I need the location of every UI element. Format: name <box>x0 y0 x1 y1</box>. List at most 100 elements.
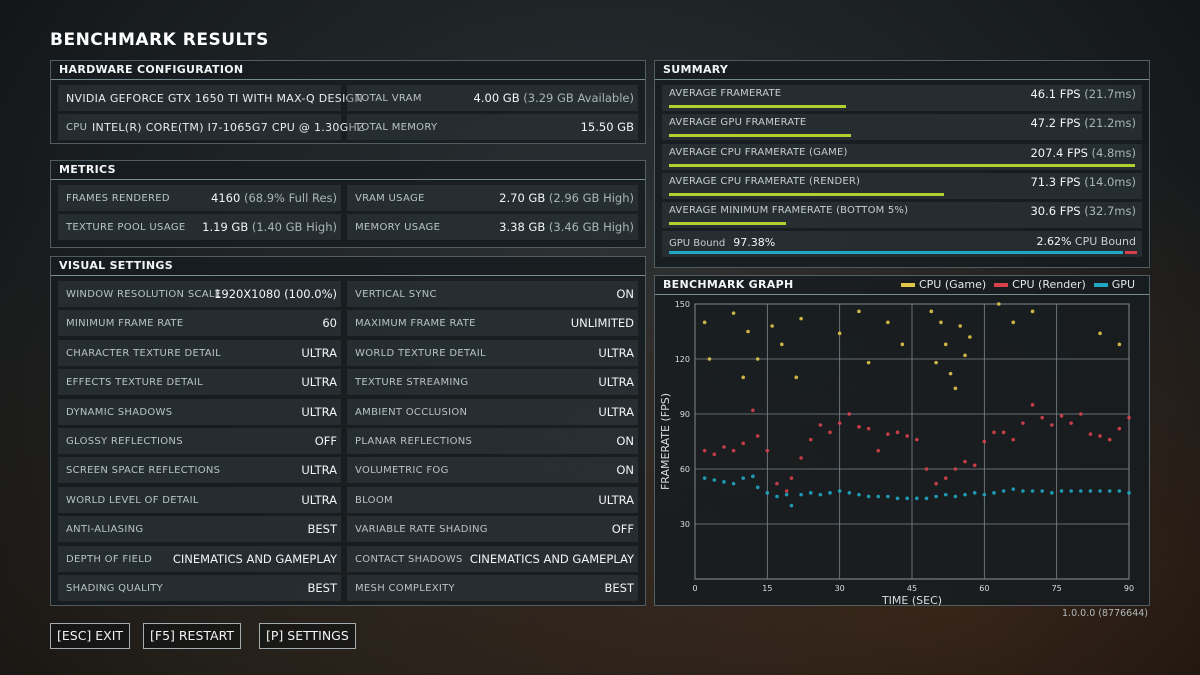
legend-label: CPU (Game) <box>918 278 987 291</box>
setting-label: TEXTURE STREAMING <box>355 377 469 389</box>
visual-settings-row: ANTI-ALIASING BEST VARIABLE RATE SHADING OF… <box>58 516 638 544</box>
series-cpu-render-point <box>972 463 977 468</box>
version-text: 1.0.0.0 (8776644) <box>1062 608 1148 619</box>
series-cpu-render-point <box>1117 426 1122 431</box>
setting-cell: VOLUMETRIC FOG ON <box>347 457 638 485</box>
series-gpu-point <box>1117 489 1122 493</box>
visual-settings-row: GLOSSY REFLECTIONS OFF PLANAR REFLECTIONS O… <box>58 428 638 455</box>
summary-value: 71.3 FPS (14.0ms) <box>1030 174 1136 189</box>
frames-rendered-value: 4160 (68.9% Full Res) <box>211 191 337 205</box>
setting-label: MESH COMPLEXITY <box>355 583 455 594</box>
series-cpu-render-point <box>992 430 996 435</box>
exit-button[interactable]: [ESC] EXIT <box>50 623 131 649</box>
memory-usage-label: MEMORY USAGE <box>355 222 441 233</box>
summary-value: 46.1 FPS (21.7ms) <box>1030 87 1136 101</box>
x-tick-label: 0 <box>692 584 697 593</box>
series-cpu-game-point <box>943 342 948 347</box>
x-tick-label: 45 <box>907 584 917 593</box>
series-gpu-point <box>837 489 842 493</box>
summary-row: AVERAGE FRAMERATE 46.1 FPS (21.7ms) <box>662 85 1142 111</box>
series-cpu-render-point <box>755 434 760 438</box>
series-cpu-render-point <box>712 452 717 457</box>
setting-value: ULTRA <box>301 345 337 360</box>
series-gpu-point <box>702 476 707 480</box>
metrics-panel: METRICS FRAMES RENDERED 4160 (68.9% Full… <box>50 160 646 248</box>
series-cpu-render-point <box>775 481 779 486</box>
settings-button[interactable]: [P] SETTINGS <box>259 623 356 649</box>
visual-settings-row: WORLD LEVEL OF DETAIL ULTRA BLOOM ULTRA <box>58 486 638 514</box>
series-cpu-game-point <box>1117 342 1122 347</box>
setting-value: UNLIMITED <box>570 316 634 331</box>
vram-usage-cell: VRAM USAGE 2.70 GB (2.96 GB High) <box>347 185 638 212</box>
series-cpu-render-point <box>953 467 958 471</box>
series-gpu-point <box>775 494 779 499</box>
series-gpu-point <box>828 491 832 495</box>
series-cpu-game-point <box>929 309 934 314</box>
cpu-bound: 2.62% CPU Bound <box>1036 235 1136 248</box>
vram-cell: TOTAL VRAM 4.00 GB (3.29 GB Available) <box>347 85 638 112</box>
setting-label: CHARACTER TEXTURE DETAIL <box>66 347 221 359</box>
series-cpu-game-point <box>886 320 890 325</box>
hardware-row-gpu: NVIDIA GEFORCE GTX 1650 TI WITH MAX-Q DE… <box>58 85 638 112</box>
setting-label: WINDOW RESOLUTION SCALE <box>66 289 222 300</box>
x-tick-label: 75 <box>1052 584 1062 593</box>
series-gpu-point <box>876 494 881 499</box>
x-axis-label: TIME (SEC) <box>881 594 942 606</box>
series-gpu-point <box>866 494 871 499</box>
total-memory-value: 15.50 GB <box>580 120 634 134</box>
summary-row: AVERAGE GPU FRAMERATE 47.2 FPS (21.2ms) <box>662 114 1142 141</box>
summary-row: AVERAGE CPU FRAMERATE (GAME) 207.4 FPS (4… <box>662 143 1142 170</box>
series-cpu-render-point <box>934 481 938 486</box>
setting-label: VARIABLE RATE SHADING <box>355 524 488 536</box>
setting-value: BEST <box>307 522 337 537</box>
series-gpu-point <box>765 491 770 495</box>
series-cpu-render-point <box>1059 414 1064 418</box>
series-cpu-render-point <box>1069 421 1073 425</box>
summary-label: AVERAGE CPU FRAMERATE (GAME) <box>669 146 848 158</box>
y-axis-label: FRAMERATE (FPS) <box>659 393 672 490</box>
gpu-name: NVIDIA GEFORCE GTX 1650 TI WITH MAX-Q DE… <box>66 92 363 105</box>
series-gpu-point <box>818 492 823 497</box>
legend-swatch <box>900 283 915 287</box>
series-cpu-game-point <box>755 357 760 361</box>
series-gpu-point <box>953 494 958 499</box>
series-cpu-render-point <box>1098 434 1102 438</box>
series-cpu-game-point <box>1011 320 1016 325</box>
series-cpu-render-point <box>784 489 789 493</box>
y-tick-label: 30 <box>680 520 690 529</box>
series-gpu-point <box>722 480 726 484</box>
series-cpu-game-point <box>997 302 1001 306</box>
setting-value: ON <box>616 287 634 301</box>
setting-label: SHADING QUALITY <box>66 583 164 594</box>
metrics-row-2: TEXTURE POOL USAGE 1.19 GB (1.40 GB High… <box>58 214 638 241</box>
hardware-row-cpu: CPU INTEL(R) CORE(TM) I7-1065G7 CPU @ 1.… <box>58 114 638 141</box>
metrics-row-1: FRAMES RENDERED 4160 (68.9% Full Res) VR… <box>58 185 638 212</box>
page-title: BENCHMARK RESULTS <box>50 30 269 50</box>
memory-usage-cell: MEMORY USAGE 3.38 GB (3.46 GB High) <box>347 214 638 241</box>
memory-usage-value: 3.38 GB (3.46 GB High) <box>499 220 634 234</box>
series-cpu-game-point <box>857 309 861 314</box>
series-gpu-point <box>808 491 813 495</box>
series-gpu-point <box>1001 489 1006 493</box>
series-gpu-point <box>982 492 987 497</box>
setting-label: SCREEN SPACE REFLECTIONS <box>66 465 221 477</box>
restart-button[interactable]: [F5] RESTART <box>143 623 242 649</box>
summary-row: AVERAGE MINIMUM FRAMERATE (BOTTOM 5%) 30.… <box>662 202 1142 229</box>
series-cpu-game-point <box>963 353 967 358</box>
series-gpu-point <box>789 503 794 508</box>
series-gpu-point <box>799 492 803 497</box>
series-gpu-point <box>1059 489 1064 493</box>
visual-settings-row: EFFECTS TEXTURE DETAIL ULTRA TEXTURE STREA… <box>58 369 638 397</box>
setting-cell: CONTACT SHADOWS CINEMATICS AND GAMEPLAY <box>347 545 638 573</box>
visual-settings-row: WINDOW RESOLUTION SCALE 1920X1080 (100.0%… <box>58 281 638 308</box>
series-cpu-render-point <box>799 456 803 460</box>
setting-value: ULTRA <box>598 492 634 507</box>
setting-cell: SHADING QUALITY BEST <box>58 575 341 602</box>
setting-cell: EFFECTS TEXTURE DETAIL ULTRA <box>58 369 341 397</box>
memory-cell: TOTAL MEMORY 15.50 GB <box>347 114 638 141</box>
setting-value: BEST <box>604 581 634 595</box>
setting-label: MINIMUM FRAME RATE <box>66 318 184 330</box>
series-cpu-render-point <box>943 476 948 480</box>
series-cpu-game-point <box>1098 331 1102 336</box>
series-cpu-game-point <box>958 324 963 328</box>
